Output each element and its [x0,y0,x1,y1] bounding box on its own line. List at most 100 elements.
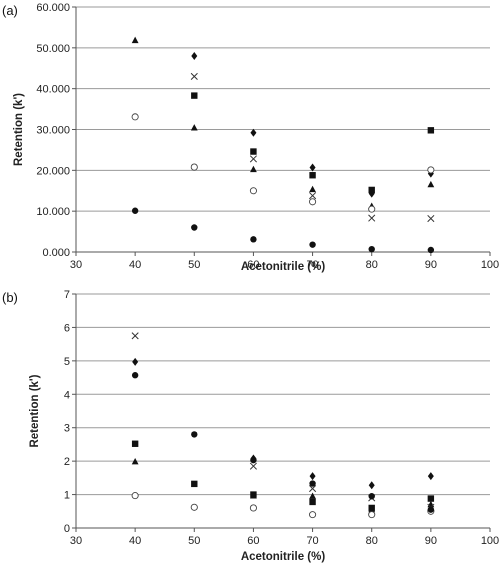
panel-a-series-open-circle [131,113,435,213]
panel-a: 0.000 10.000 20.000 30.000 40.000 50.000 60.00… [2,2,499,273]
panel-a-point-open-circle [427,166,435,174]
panel-a-point-cross [249,155,257,163]
panel-a-point-triangle [250,165,257,173]
panel-a-x-tick-label: 90 [425,259,437,271]
panel-a-point-open-circle [131,113,139,121]
panel-b-point-filled-circle [368,493,375,500]
panel-b-x-tick-label: 60 [247,535,259,547]
panel-b-x-tick-label: 90 [425,535,437,547]
panel-a-point-triangle [131,36,139,44]
panel-b-point-diamond [368,481,375,490]
panel-a-x-axis-title: Acetonitrile (%) [241,261,326,273]
panel-b-series-triangle [131,458,435,513]
panel-b-point-filled-circle [250,456,257,464]
panel-a-y-tick-label: 30.000 [36,125,70,137]
panel-b-point-filled-circle [427,506,435,513]
panel-a-x-tick-label: 60 [247,259,259,271]
panel-b-point-triangle [368,505,376,513]
panel-b-y-tick-label: 7 [64,289,70,301]
panel-b-point-diamond [132,357,139,366]
panel-b-y-tick-label: 0 [64,523,70,535]
panel-a-y-tick-label: 0.000 [42,247,70,259]
panel-a-point-triangle [190,124,198,131]
panel-a-x-tick-label: 30 [70,259,82,271]
panel-a-point-diamond [191,52,198,60]
panel-a-x-tick-label: 40 [129,259,141,271]
panel-a-point-filled-circle [309,241,316,248]
panel-a-point-diamond [309,163,316,172]
panel-b-point-triangle [131,458,139,465]
panel-b-point-square [131,440,139,447]
panel-a-point-cross [309,192,317,200]
panel-b-point-filled-circle [131,372,139,379]
panel-a-series-triangle [131,36,435,209]
panel-b-x-tick-label: 80 [366,535,378,547]
panel-a-point-diamond [250,128,257,137]
panel-b-y-tick-label: 3 [64,423,70,435]
panel-a-point-triangle [427,180,435,188]
panel-b-y-tick-label: 1 [64,490,70,502]
panel-a-point-filled-circle [191,224,198,231]
panel-a-point-filled-circle [368,245,375,253]
panel-b-point-triangle [250,492,257,499]
panel-a-point-square [309,172,316,179]
panel-a-y-tick-label: 20.000 [36,165,70,177]
panel-b-y-tick-label: 5 [64,356,70,368]
panel-a-x-tick-label: 100 [481,259,499,271]
panel-b-y-tick-label: 6 [64,322,70,334]
panel-a-point-filled-circle [131,207,139,214]
panel-b-y-tick-label: 4 [64,389,70,401]
panel-b-point-square [427,495,435,502]
panel-b-x-tick-label: 70 [306,535,318,547]
panel-b-point-diamond [427,472,434,481]
panel-a-point-open-circle [309,198,317,206]
panel-a-point-open-circle [249,187,257,195]
panel-a-x-tick-label: 50 [188,259,200,271]
panel-a-series-square [191,92,435,194]
panel-a-y-tick-label: 10.000 [36,206,70,218]
panel-b-series-open-circle [131,492,435,519]
panel-b-x-axis-title: Acetonitrile (%) [241,551,326,563]
panel-b-point-cross [249,462,257,470]
panel-a-point-square [427,127,435,134]
panel-a-point-filled-circle [427,246,435,254]
panel-b-series-cross [131,332,435,511]
panel-b-point-filled-circle [191,431,198,438]
panel-b-point-triangle [309,492,316,499]
panel-b-point-square [309,498,316,506]
panel-b-y-axis-title: Retention (k') [29,374,41,447]
panel-b-point-cross [131,332,139,340]
panel-a-y-tick-label: 60.000 [36,2,70,14]
panel-b-point-open-circle [249,504,257,512]
panel-b-y-tick-label: 2 [64,456,70,468]
panel-b: 0 1 2 3 4 5 6 7 30 40 50 60 70 80 90 100 Acetonitrile (%… [2,289,499,563]
panel-b-series-square [131,440,435,512]
panel-a-point-square [368,186,375,194]
panel-b-x-tick-label: 30 [70,535,82,547]
panel-b-point-cross [309,485,317,493]
panel-a-point-triangle [309,185,316,193]
panel-a-point-cross [427,214,435,223]
panel-b-point-open-circle [190,503,198,511]
panel-a-series-cross [190,72,435,223]
panel-a-point-square [191,92,198,99]
panel-b-point-diamond [309,472,316,481]
panel-b-point-open-circle [309,511,317,519]
panel-b-label: (b) [2,290,18,305]
panel-a-y-tick-label: 50.000 [36,43,70,55]
panel-a-label: (a) [2,3,18,18]
panel-a-x-tick-label: 80 [366,259,378,271]
panel-b-x-tick-label: 40 [129,535,141,547]
panel-b-point-open-circle [368,511,376,519]
panel-b-point-filled-circle [309,480,316,487]
panel-b-x-tick-label: 100 [481,535,499,547]
panel-a-y-tick-label: 40.000 [36,84,70,96]
panel-a-point-square [250,148,257,155]
panel-a-x-tick-label: 70 [306,259,318,271]
panel-b-point-open-circle [131,492,139,500]
panel-a-point-open-circle [368,205,376,213]
panel-b-point-square [191,480,198,488]
panel-a-series-filled-circle [131,207,435,254]
